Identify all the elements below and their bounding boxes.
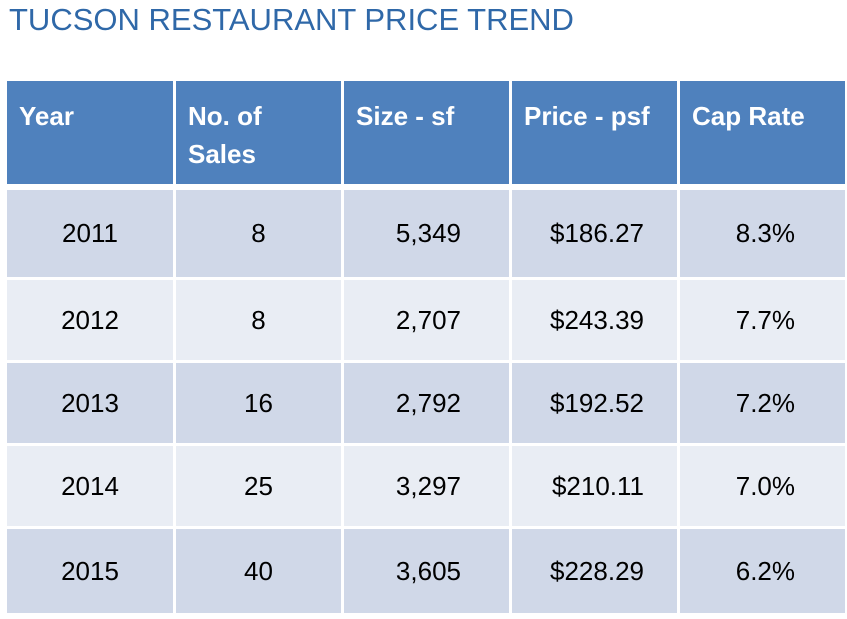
cell-no-of-sales: 40 [176, 529, 344, 613]
table-row: 2012 8 2,707 $243.39 7.7% [7, 280, 845, 363]
cell-price-psf: $243.39 [512, 280, 680, 363]
cell-no-of-sales: 16 [176, 363, 344, 446]
cell-price-psf: $228.29 [512, 529, 680, 613]
table-row: 2011 8 5,349 $186.27 8.3% [7, 190, 845, 280]
cell-size-sf: 2,707 [344, 280, 512, 363]
cell-price-psf: $210.11 [512, 446, 680, 529]
page-title: TUCSON RESTAURANT PRICE TREND [9, 2, 574, 37]
cell-price-psf: $192.52 [512, 363, 680, 446]
column-header-price-psf: Price - psf [512, 81, 680, 190]
cell-year: 2013 [7, 363, 176, 446]
cell-year: 2012 [7, 280, 176, 363]
cell-price-psf: $186.27 [512, 190, 680, 280]
column-header-size-sf: Size - sf [344, 81, 512, 190]
cell-year: 2014 [7, 446, 176, 529]
column-header-year: Year [7, 81, 176, 190]
cell-size-sf: 5,349 [344, 190, 512, 280]
cell-year: 2015 [7, 529, 176, 613]
cell-size-sf: 3,605 [344, 529, 512, 613]
price-trend-table: Year No. of Sales Size - sf Price - psf … [7, 81, 845, 613]
table-row: 2014 25 3,297 $210.11 7.0% [7, 446, 845, 529]
cell-cap-rate: 7.2% [680, 363, 845, 446]
cell-no-of-sales: 25 [176, 446, 344, 529]
table-header-row: Year No. of Sales Size - sf Price - psf … [7, 81, 845, 190]
table-row: 2013 16 2,792 $192.52 7.2% [7, 363, 845, 446]
cell-year: 2011 [7, 190, 176, 280]
table-row: 2015 40 3,605 $228.29 6.2% [7, 529, 845, 613]
column-header-no-of-sales: No. of Sales [176, 81, 344, 190]
cell-no-of-sales: 8 [176, 190, 344, 280]
column-header-cap-rate: Cap Rate [680, 81, 845, 190]
cell-size-sf: 2,792 [344, 363, 512, 446]
cell-size-sf: 3,297 [344, 446, 512, 529]
cell-no-of-sales: 8 [176, 280, 344, 363]
cell-cap-rate: 7.0% [680, 446, 845, 529]
cell-cap-rate: 6.2% [680, 529, 845, 613]
cell-cap-rate: 7.7% [680, 280, 845, 363]
cell-cap-rate: 8.3% [680, 190, 845, 280]
